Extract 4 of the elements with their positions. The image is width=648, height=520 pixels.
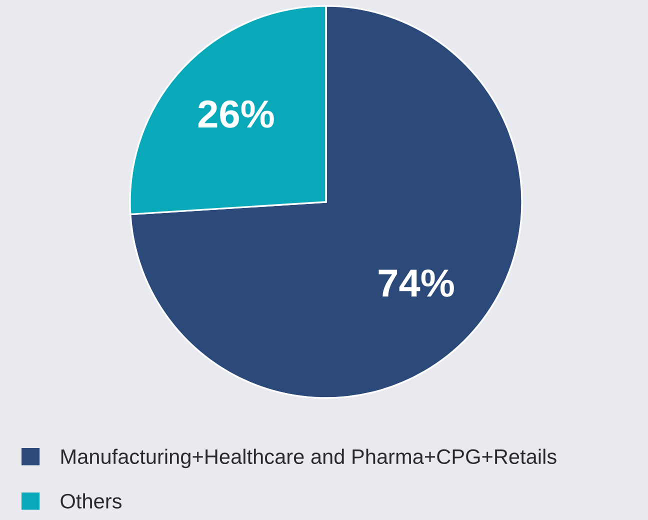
data-label: 26%: [198, 100, 274, 128]
data-label: 74%: [378, 270, 454, 297]
legend-label: Manufacturing+Healthcare and Pharma+CPG+Retails: [61, 448, 556, 468]
legend-label: Others: [60, 493, 122, 509]
